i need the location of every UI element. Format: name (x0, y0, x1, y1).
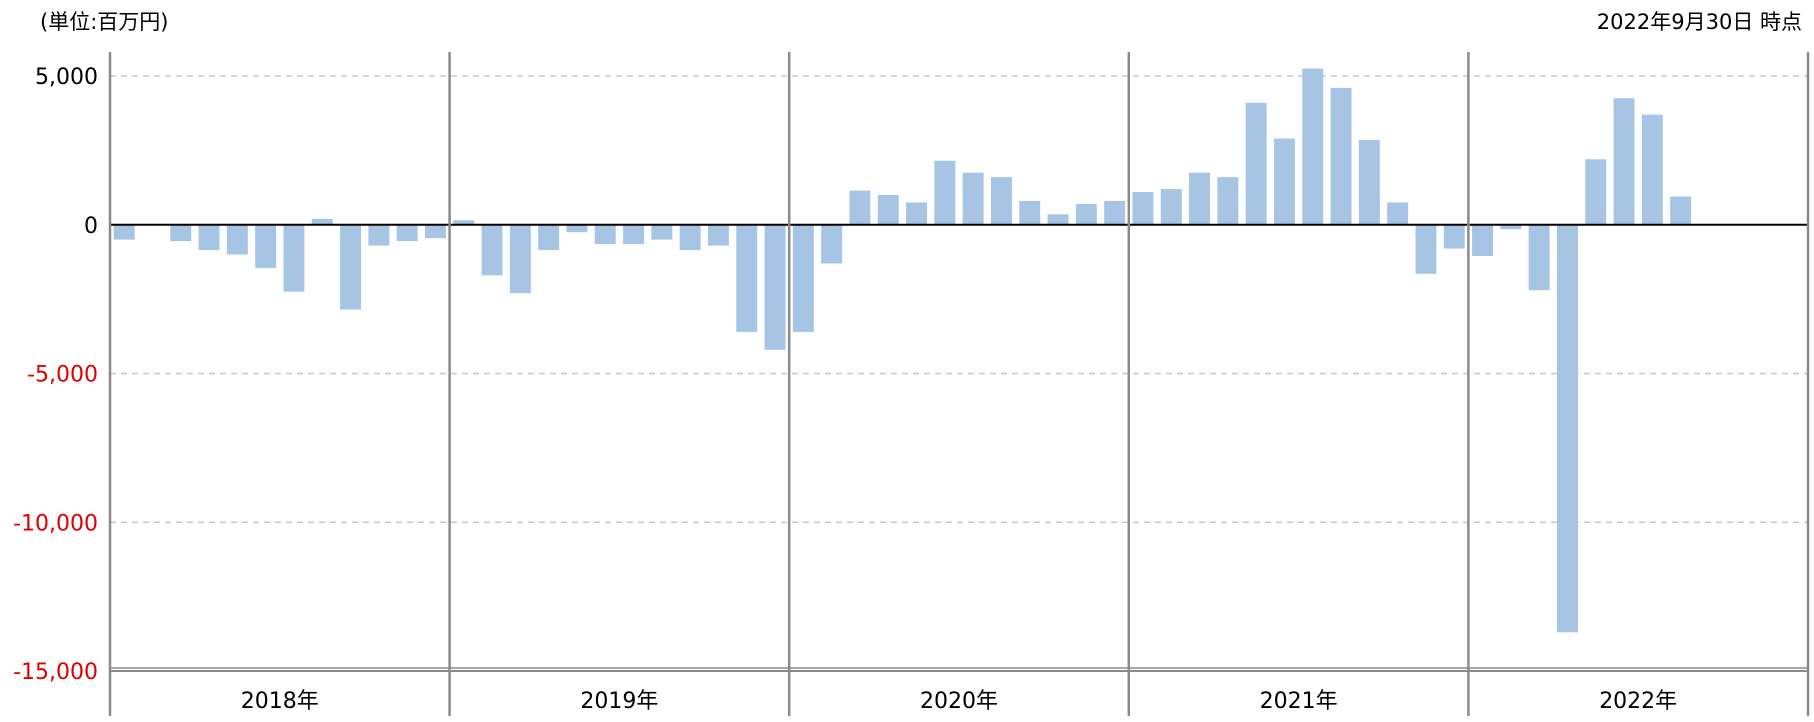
bar (1019, 200, 1041, 225)
bar (1641, 114, 1663, 225)
bar (651, 224, 673, 240)
y-tick-label: -15,000 (13, 660, 98, 685)
bar (1670, 196, 1692, 225)
bar (1330, 87, 1352, 225)
bar (1556, 224, 1578, 633)
bar (1472, 224, 1494, 256)
bar (792, 224, 814, 332)
bar (311, 218, 333, 225)
bar (1132, 192, 1154, 225)
bar (594, 224, 616, 245)
bar (1302, 68, 1324, 225)
bar (424, 224, 446, 239)
bar (1217, 177, 1239, 225)
bar (509, 224, 531, 294)
bar (113, 224, 135, 240)
bar (566, 224, 588, 233)
unit-label: (単位:百万円) (40, 10, 169, 34)
as-of-date-label: 2022年9月30日 時点 (1596, 10, 1802, 34)
bar (1443, 224, 1465, 249)
bar (1189, 172, 1211, 225)
bar (1613, 98, 1635, 225)
bar (1585, 159, 1607, 225)
bar (623, 224, 645, 245)
bar (679, 224, 701, 251)
bar (453, 220, 475, 225)
bar (764, 224, 786, 350)
bar (877, 195, 899, 225)
bar (170, 224, 192, 242)
bar (481, 224, 503, 276)
bar (1075, 203, 1097, 225)
bar (1358, 139, 1380, 225)
bar (368, 224, 390, 246)
bar (1104, 200, 1126, 225)
bar (226, 224, 248, 255)
bar (1047, 214, 1069, 225)
bar (736, 224, 758, 332)
bar (1273, 138, 1295, 225)
bar (1160, 189, 1182, 225)
bar (538, 224, 560, 251)
y-tick-label: 5,000 (35, 65, 98, 90)
bar (707, 224, 729, 246)
bar (396, 224, 418, 242)
bar (340, 224, 362, 310)
x-group-label: 2022年 (1599, 689, 1677, 714)
bar (934, 160, 956, 225)
bar (906, 202, 928, 225)
bar (255, 224, 277, 268)
bar (1528, 224, 1550, 291)
bar (283, 224, 305, 292)
bar (198, 224, 220, 251)
bar (1500, 224, 1522, 230)
x-group-label: 2020年 (920, 689, 998, 714)
x-group-label: 2021年 (1260, 689, 1338, 714)
bar (962, 172, 984, 225)
y-tick-label: -5,000 (27, 363, 98, 388)
x-group-label: 2019年 (580, 689, 658, 714)
bar (1415, 224, 1437, 274)
bar (821, 224, 843, 264)
bar (1387, 202, 1409, 225)
y-tick-label: -10,000 (13, 511, 98, 536)
bar (849, 190, 871, 225)
x-group-label: 2018年 (241, 689, 319, 714)
y-tick-label: 0 (84, 214, 98, 239)
bar (990, 177, 1012, 225)
bar (1245, 102, 1267, 225)
